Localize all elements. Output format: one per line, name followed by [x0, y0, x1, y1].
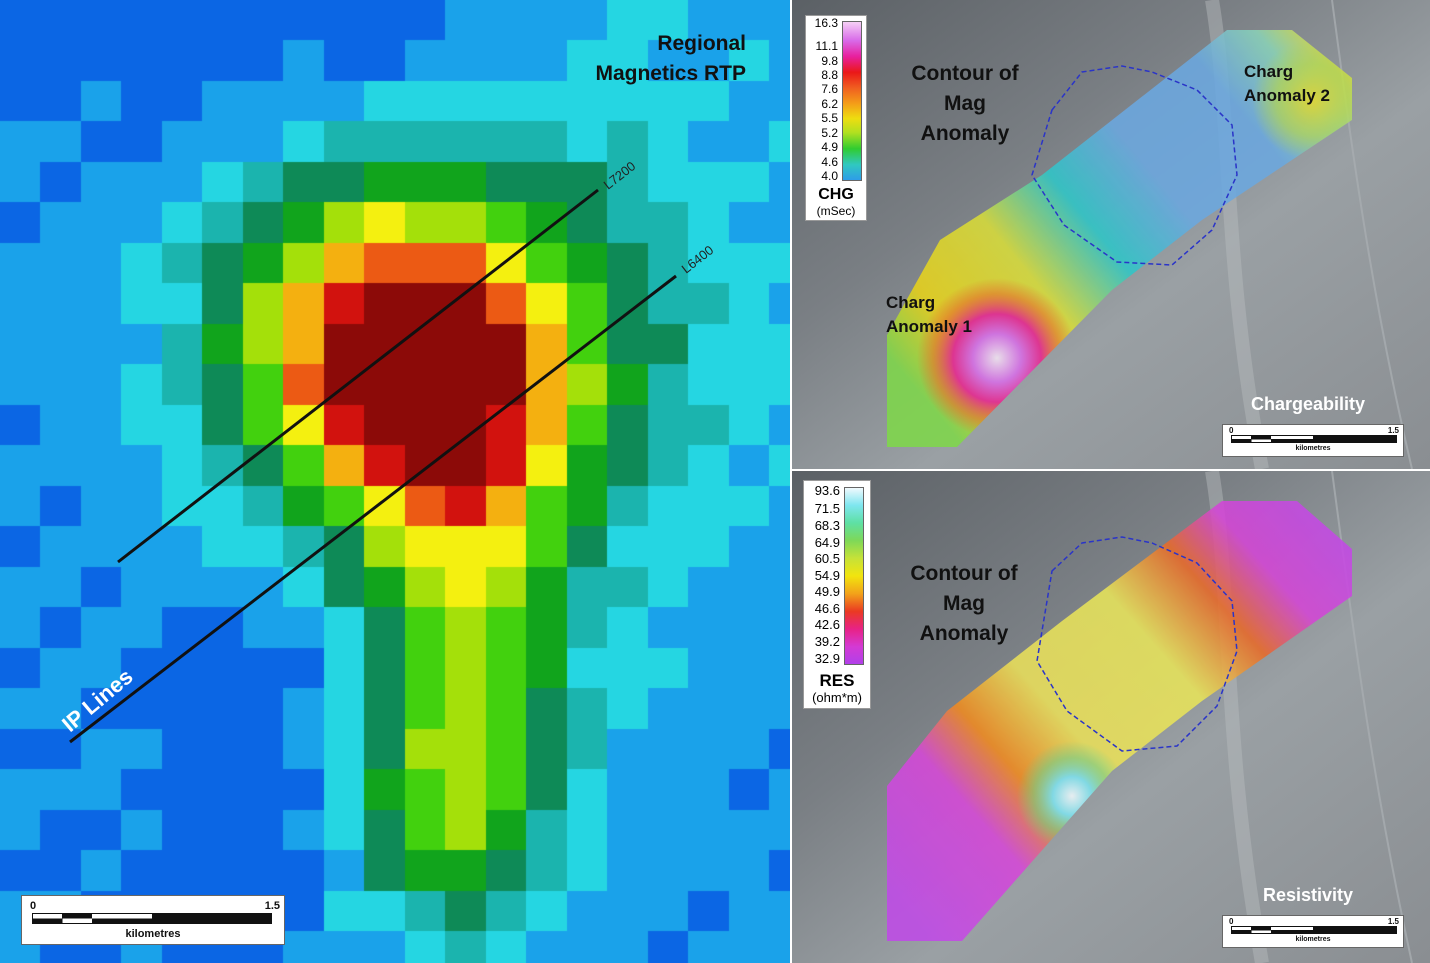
res-legend-title: RES: [819, 671, 855, 690]
legend-value: 8.8: [821, 68, 838, 82]
scale-bar: 0 1.5 kilometres: [21, 895, 285, 945]
contour-label-line2: Mag: [943, 592, 985, 615]
mag-anomaly-contour: [1031, 65, 1238, 266]
resistivity-panel: Contour of Mag Anomaly Resistivity 93.6 …: [792, 471, 1430, 963]
chg-legend-unit: (mSec): [816, 204, 856, 218]
chg-legend: 16.3 11.1 9.8 8.8 7.6 6.2 5.5 5.2 4.9 4.…: [805, 15, 867, 221]
line-label-l7200: L7200: [601, 158, 639, 192]
legend-value: 11.1: [815, 39, 838, 53]
anomaly1-label-line1: Charg: [886, 293, 935, 312]
line-label-l6400: L6400: [679, 242, 717, 276]
res-legend-unit: (ohm*m): [812, 690, 862, 705]
scale-bar-graphic: [1231, 435, 1397, 443]
ip-line-l7200: [117, 188, 599, 564]
resistivity-label: Resistivity: [1263, 885, 1353, 905]
legend-value: 42.6: [814, 617, 840, 632]
panel-title-line1: Regional: [657, 32, 746, 55]
scale-unit: kilometres: [1295, 936, 1331, 943]
scale-bar-graphic: [32, 913, 272, 924]
legend-value: 7.6: [821, 82, 838, 96]
contour-label-line2: Mag: [944, 92, 986, 115]
res-colorbar: [844, 487, 864, 665]
scale-start: 0: [1229, 917, 1234, 926]
legend-value: 9.8: [821, 54, 838, 68]
contour-label-line3: Anomaly: [920, 622, 1009, 645]
mag-anomaly-contour: [1036, 536, 1238, 752]
chg-scale-bar: 0 1.5 kilometres: [1222, 424, 1404, 457]
panel-title-line2: Magnetics RTP: [595, 62, 746, 85]
regional-magnetics-panel: Regional Magnetics RTP L7200 L6400 IP Li…: [0, 0, 790, 963]
legend-value: 32.9: [814, 651, 840, 666]
legend-value: 16.3: [814, 16, 838, 30]
scale-bar-graphic: [1231, 926, 1397, 934]
legend-value: 6.2: [821, 97, 838, 111]
scale-start: 0: [1229, 426, 1234, 435]
anomaly1-label-line2: Anomaly 1: [886, 317, 972, 336]
chg-colorbar: [842, 21, 862, 181]
legend-value: 46.6: [814, 601, 840, 616]
res-legend: 93.6 71.5 68.3 64.9 60.5 54.9 49.9 46.6 …: [803, 480, 871, 709]
left-overlay: Regional Magnetics RTP L7200 L6400 IP Li…: [57, 32, 746, 744]
chargeability-panel: Contour of Mag Anomaly Charg Anomaly 1 C…: [792, 0, 1430, 469]
anomaly2-label-line1: Charg: [1244, 62, 1293, 81]
legend-value: 5.5: [821, 111, 838, 125]
scale-start: 0: [30, 900, 37, 912]
legend-value: 4.0: [821, 169, 838, 183]
chargeability-map: Contour of Mag Anomaly Charg Anomaly 1 C…: [792, 0, 1430, 469]
legend-value: 49.9: [814, 584, 840, 599]
legend-value: 64.9: [814, 535, 840, 550]
contour-label-line1: Contour of: [911, 62, 1019, 85]
chargeability-label: Chargeability: [1251, 394, 1365, 414]
ip-line-l6400: [69, 274, 677, 744]
chg-legend-title: CHG: [818, 186, 854, 203]
legend-value: 71.5: [814, 501, 840, 516]
legend-value: 4.9: [821, 140, 838, 154]
legend-value: 68.3: [814, 518, 840, 533]
legend-value: 5.2: [821, 126, 838, 140]
legend-value: 54.9: [814, 568, 840, 583]
road-line: [1331, 0, 1413, 469]
scale-unit: kilometres: [125, 928, 181, 940]
scale-unit: kilometres: [1295, 445, 1331, 452]
contour-label-line1: Contour of: [910, 562, 1018, 585]
legend-value: 4.6: [821, 155, 838, 169]
scale-end: 1.5: [1387, 917, 1399, 926]
resistivity-map: Contour of Mag Anomaly Resistivity: [792, 471, 1430, 963]
legend-value: 60.5: [814, 551, 840, 566]
res-scale-bar: 0 1.5 kilometres: [1222, 915, 1404, 948]
anomaly2-label-line2: Anomaly 2: [1244, 86, 1330, 105]
contour-label-line3: Anomaly: [921, 122, 1010, 145]
legend-value: 93.6: [814, 483, 840, 498]
road-line: [1331, 471, 1413, 963]
legend-value: 39.2: [814, 634, 840, 649]
scale-end: 1.5: [1387, 426, 1399, 435]
magnetics-grid-image: [0, 0, 790, 963]
scale-end: 1.5: [264, 900, 280, 912]
